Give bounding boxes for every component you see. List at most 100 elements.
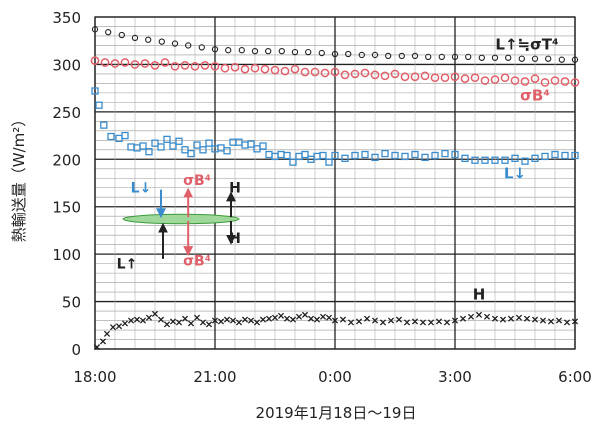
data-point [441,149,449,158]
data-point [395,316,403,323]
data-point [241,141,249,149]
data-point [411,52,419,60]
data-point [175,319,183,326]
data-point [483,313,491,320]
data-point [225,47,232,54]
data-point [265,47,272,55]
data-point [531,154,539,162]
data-point [121,131,129,140]
data-point [360,68,370,78]
data-point [391,151,399,160]
data-point [421,153,429,162]
data-point [91,87,99,95]
data-point [230,62,240,72]
data-point [253,319,261,326]
data-point [120,58,130,67]
data-point [530,74,540,84]
data-point [307,315,315,322]
data-point [157,316,165,323]
data-point [229,317,237,324]
data-point [145,148,153,156]
data-point [271,314,279,321]
diagram-label: H [229,180,241,196]
data-point [185,42,192,49]
data-point [211,317,219,324]
data-point [345,50,352,58]
data-point [331,151,339,160]
data-point [480,76,490,85]
data-point [325,314,333,321]
diagram-label: σB⁴ [183,173,211,189]
data-point [300,67,310,77]
data-point [511,154,519,162]
data-point [187,320,195,327]
data-point [265,315,273,322]
data-point [193,314,201,321]
data-point [103,330,111,337]
data-point [310,67,320,77]
data-point [158,38,165,45]
diagram-label: L↓ [131,180,152,196]
data-point [318,49,325,57]
data-point [277,150,285,159]
data-point [331,50,339,58]
data-point [518,55,525,62]
data-point [427,319,435,326]
data-point [570,78,580,87]
data-point [571,151,579,160]
data-point [259,316,267,323]
data-point [510,76,520,85]
data-point [150,61,160,70]
data-point [251,47,259,55]
data-point [351,151,359,160]
data-point [305,48,312,56]
data-point [320,68,330,78]
data-point [571,318,579,325]
data-point [450,72,460,82]
series-layer [90,26,580,351]
data-point [387,317,395,324]
data-point [127,317,135,324]
data-point [521,157,529,165]
data-point [163,321,171,328]
data-point [381,149,389,158]
y-tick-label: 350 [52,9,81,27]
series-labels: L↑≒σT⁴ σB⁴ L↓ H [473,35,559,303]
data-point [490,75,500,84]
data-point [465,53,472,60]
data-point [151,310,159,317]
data-point [340,70,350,80]
data-point [295,152,303,161]
data-point [520,77,530,86]
data-point [371,317,379,324]
data-point [247,140,255,148]
data-point [431,151,439,160]
data-point [451,317,459,324]
data-point [133,316,141,323]
x-axis-label: 2019年1月18日～19日 [256,404,417,422]
data-point [169,142,177,150]
data-point [151,139,159,147]
data-point [531,316,539,323]
data-point [540,78,550,87]
data-point [545,55,552,62]
data-point [223,316,231,323]
data-point [411,150,419,159]
data-point [238,47,245,54]
data-point [515,314,523,321]
data-point [563,319,571,326]
data-point [139,317,147,324]
data-point [341,154,349,162]
data-point [475,311,483,318]
data-point [541,152,549,161]
data-point [499,316,507,323]
data-point [547,318,555,325]
series [91,26,579,63]
grid [94,16,576,350]
heat-balance-diagram: L↓ σB⁴ H H L↑ σB⁴ [117,173,241,272]
data-point [551,150,559,159]
series-label: L↓ [504,164,526,182]
data-point [107,132,115,141]
data-point [361,150,369,159]
